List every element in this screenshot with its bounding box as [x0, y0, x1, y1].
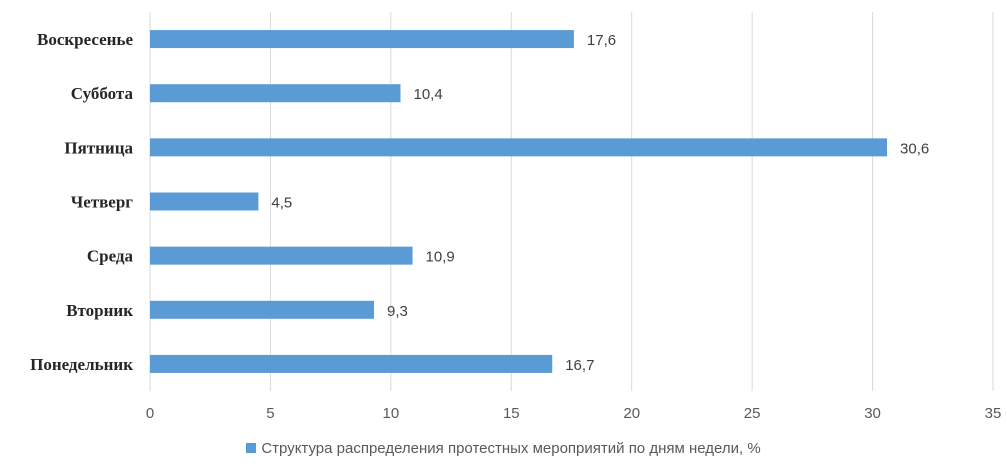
category-label: Четверг: [71, 193, 134, 212]
data-label: 10,4: [413, 86, 442, 103]
category-label: Среда: [87, 247, 134, 266]
bar: [150, 30, 574, 49]
legend: Структура распределения протестных мероп…: [0, 440, 1007, 457]
x-tick-label: 20: [623, 405, 640, 422]
legend-label: Структура распределения протестных мероп…: [261, 440, 761, 457]
bar: [150, 354, 553, 373]
data-label: 16,7: [565, 357, 594, 374]
x-tick-label: 10: [383, 405, 400, 422]
legend-swatch: [246, 443, 257, 453]
data-label: 4,5: [271, 195, 292, 212]
data-label: 30,6: [900, 140, 929, 157]
x-tick-label: 30: [864, 405, 881, 422]
x-tick-label: 5: [266, 405, 274, 422]
category-label: Понедельник: [30, 355, 133, 374]
data-label: 9,3: [387, 303, 408, 320]
category-label: Суббота: [71, 84, 134, 103]
x-tick-label: 15: [503, 405, 520, 422]
x-tick-label: 0: [146, 405, 154, 422]
data-label: 10,9: [426, 249, 455, 266]
bar: [150, 192, 259, 211]
bar: [150, 300, 374, 319]
bar: [150, 246, 413, 265]
category-label: Воскресенье: [37, 30, 133, 49]
data-label: 17,6: [587, 32, 616, 49]
category-label: Вторник: [66, 301, 133, 320]
bar: [150, 138, 888, 157]
bar: [150, 84, 401, 103]
category-label: Пятница: [64, 138, 133, 157]
x-tick-label: 25: [744, 405, 761, 422]
x-tick-label: 35: [985, 405, 1002, 422]
